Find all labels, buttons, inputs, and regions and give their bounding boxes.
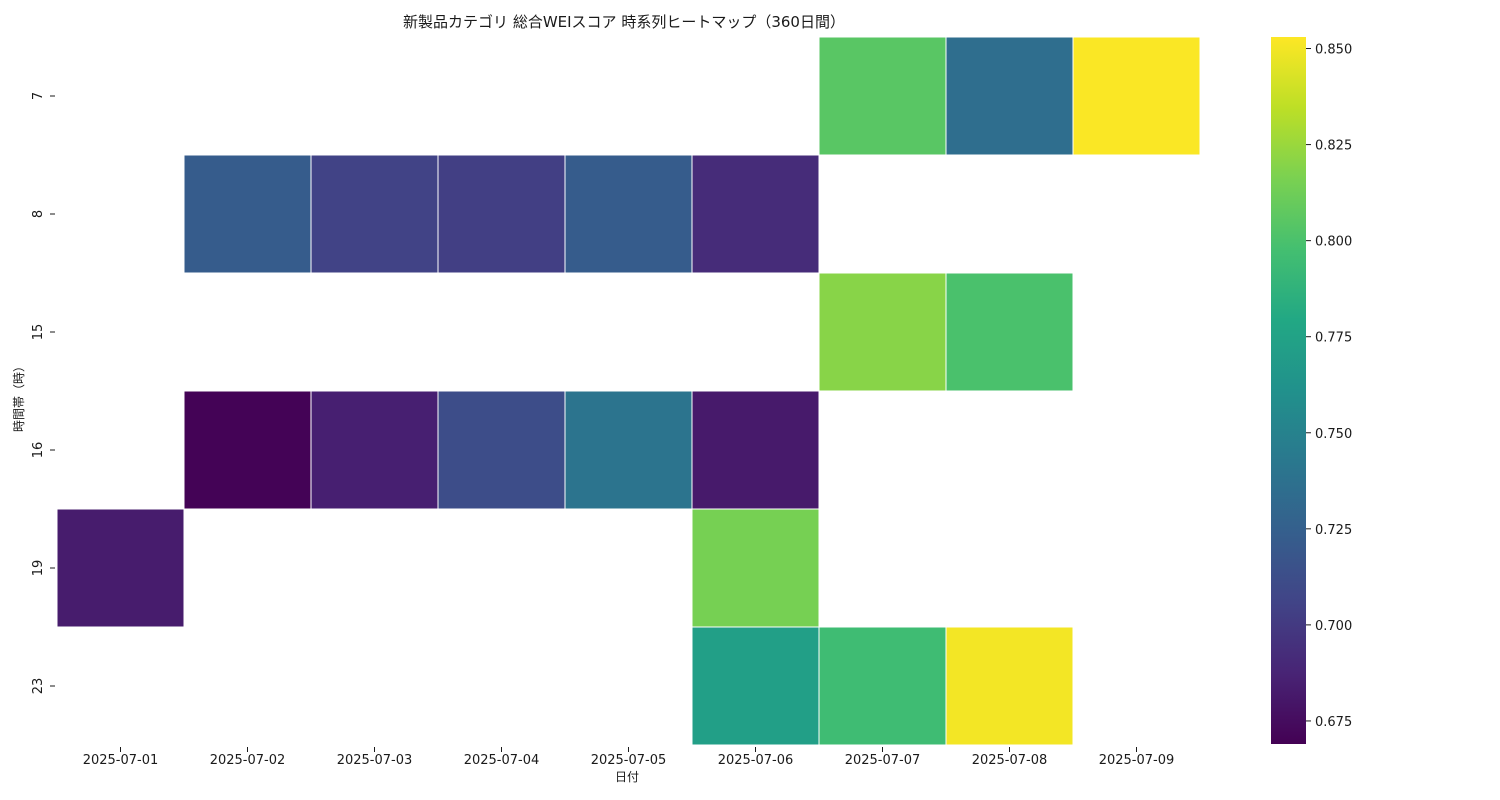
y-tick-label: 7 xyxy=(31,92,46,100)
heatmap-cell xyxy=(691,390,820,510)
x-tick-label: 2025-07-01 xyxy=(83,753,159,768)
heatmap-cell xyxy=(818,626,947,746)
y-tick-label: 8 xyxy=(31,210,46,218)
x-tick-label: 2025-07-07 xyxy=(845,753,921,768)
heatmap-cell xyxy=(183,154,312,274)
colorbar-tick-label: 0.675 xyxy=(1315,715,1352,730)
colorbar-tick-label: 0.800 xyxy=(1315,235,1352,250)
x-tick-label: 2025-07-02 xyxy=(210,753,286,768)
y-tick-label: 15 xyxy=(31,324,46,341)
heatmap-cell xyxy=(691,508,820,628)
heatmap-cell xyxy=(818,36,947,156)
colorbar-tick-label: 0.775 xyxy=(1315,331,1352,346)
heatmap-cells xyxy=(56,36,1201,746)
x-tick-label: 2025-07-06 xyxy=(718,753,794,768)
heatmap-cell xyxy=(818,272,947,392)
colorbar-tick-label: 0.825 xyxy=(1315,139,1352,154)
chart-title: 新製品カテゴリ 総合WEIスコア 時系列ヒートマップ（360日間） xyxy=(403,13,845,31)
y-axis-ticks: 7 8 15 16 19 23 xyxy=(31,92,55,694)
x-tick-label: 2025-07-08 xyxy=(972,753,1048,768)
x-axis-ticks: 2025-07-01 2025-07-02 2025-07-03 2025-07-04… xyxy=(83,747,1175,768)
heatmap-cell xyxy=(945,36,1074,156)
heatmap-cell xyxy=(691,154,820,274)
y-tick-label: 23 xyxy=(31,678,46,695)
colorbar-tick-label: 0.725 xyxy=(1315,523,1352,538)
heatmap-cell xyxy=(310,154,439,274)
heatmap-cell xyxy=(564,154,693,274)
x-tick-label: 2025-07-04 xyxy=(464,753,540,768)
heatmap-cell xyxy=(945,626,1074,746)
y-axis-label: 時間帯（時） xyxy=(12,360,26,432)
heatmap-cell xyxy=(1072,36,1201,156)
heatmap-cell xyxy=(945,272,1074,392)
colorbar-tick-label: 0.750 xyxy=(1315,427,1352,442)
heatmap-cell xyxy=(437,154,566,274)
heatmap-cell xyxy=(437,390,566,510)
colorbar-tick-label: 0.700 xyxy=(1315,619,1352,634)
heatmap-cell xyxy=(310,390,439,510)
x-tick-label: 2025-07-03 xyxy=(337,753,413,768)
y-tick-label: 19 xyxy=(31,560,46,577)
heatmap-cell xyxy=(691,626,820,746)
x-axis-label: 日付 xyxy=(615,770,639,784)
x-tick-label: 2025-07-09 xyxy=(1099,753,1175,768)
colorbar xyxy=(1271,37,1306,744)
y-tick-label: 16 xyxy=(31,442,46,459)
colorbar-ticks: 0.675 0.700 0.725 0.750 0.775 0.800 0.825 0.850 xyxy=(1306,43,1352,730)
heatmap-cell xyxy=(564,390,693,510)
colorbar-tick-label: 0.850 xyxy=(1315,43,1352,58)
heatmap-cell xyxy=(56,508,185,628)
heatmap-cell xyxy=(183,390,312,510)
x-tick-label: 2025-07-05 xyxy=(591,753,667,768)
